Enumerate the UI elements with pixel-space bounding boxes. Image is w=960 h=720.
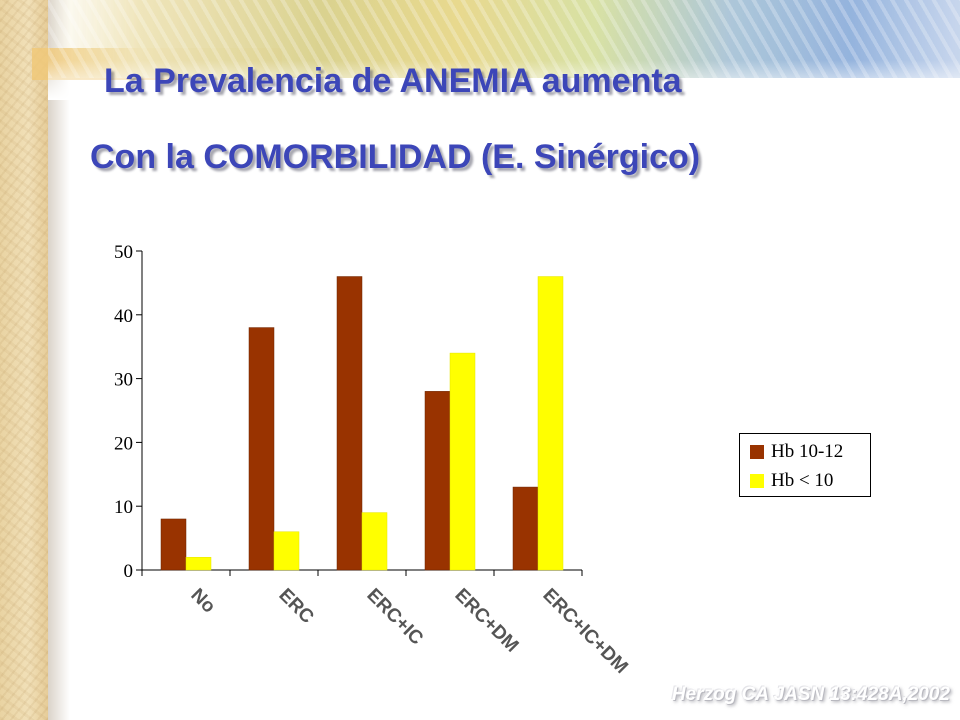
slide-title-line-1: La Prevalencia de ANEMIA aumenta (104, 62, 682, 100)
bar-hb-lt-10-erc-dm (449, 352, 476, 571)
y-tick-label: 20 (114, 433, 133, 454)
x-category-label: ERC+DM (450, 585, 522, 657)
bar-hb-10-12-erc (248, 327, 275, 571)
bar-series (160, 276, 564, 571)
y-tick-label: 10 (114, 497, 133, 518)
legend-swatch-hb-lt-10 (750, 474, 764, 488)
legend-swatch-hb-10-12 (750, 445, 764, 459)
bar-hb-lt-10-no (185, 556, 212, 571)
x-axis: No ERC ERC+IC ERC+DM ERC+IC+DM (141, 569, 632, 678)
x-category-label: ERC+IC (362, 585, 427, 650)
x-category-label: No (186, 585, 219, 618)
y-tick-label: 0 (124, 561, 134, 582)
bar-hb-10-12-erc-ic-dm (512, 486, 539, 571)
legend-item-hb-10-12: Hb 10-12 (750, 441, 843, 463)
bar-hb-lt-10-erc-ic (361, 512, 388, 571)
citation: Herzog CA JASN 13:428A,2002 (671, 684, 950, 705)
y-tick-label: 50 (114, 242, 133, 263)
chart-legend: Hb 10-12 Hb < 10 (739, 433, 871, 497)
legend-label-hb-10-12: Hb 10-12 (771, 441, 844, 462)
bar-hb-10-12-erc-ic (336, 276, 363, 571)
legend-label-hb-lt-10: Hb < 10 (771, 470, 834, 491)
bar-hb-lt-10-erc (273, 531, 300, 571)
banner-fade (48, 60, 960, 100)
bar-hb-10-12-no (160, 518, 187, 571)
legend-item-hb-lt-10: Hb < 10 (750, 470, 833, 492)
x-category-label: ERC (274, 585, 317, 628)
bar-hb-10-12-erc-dm (424, 391, 451, 571)
paper-texture-strip (0, 0, 48, 720)
y-axis: 0 10 20 30 40 50 (114, 242, 143, 582)
paper-shadow (48, 0, 70, 720)
y-tick-label: 40 (114, 306, 133, 327)
bar-hb-lt-10-erc-ic-dm (537, 276, 564, 571)
y-tick-label: 30 (114, 370, 133, 391)
x-category-label: ERC+IC+DM (538, 585, 631, 678)
slide-title-line-2: Con la COMORBILIDAD (E. Sinérgico) (90, 138, 701, 176)
